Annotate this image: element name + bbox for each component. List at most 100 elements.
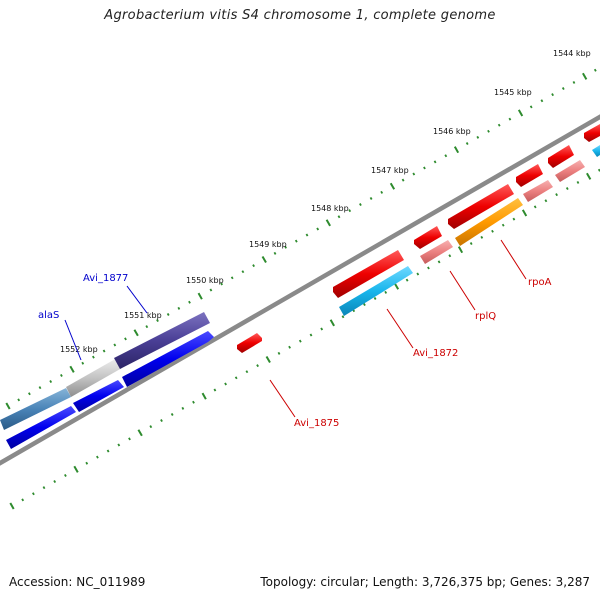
inner-tick-minor [53, 480, 57, 484]
gene-red-upper-5[interactable] [548, 145, 574, 168]
inner-tick-minor [363, 303, 366, 307]
outer-tick-minor [230, 276, 234, 280]
label-avi-1872[interactable]: Avi_1872 [413, 348, 458, 359]
inner-tick-minor [565, 187, 569, 191]
genome-backbone [0, 114, 600, 466]
outer-tick-minor [401, 178, 405, 182]
outer-tick-minor [177, 306, 181, 310]
gene-blue-inner-1[interactable] [6, 406, 76, 449]
inner-tick-minor [373, 296, 377, 300]
gene-silver[interactable] [66, 358, 122, 397]
outer-tick-minor [497, 123, 501, 127]
outer-tick-minor [124, 337, 127, 341]
gene-avi-1872[interactable] [339, 266, 413, 316]
outer-tick-minor [444, 154, 448, 158]
gene-red-upper-6[interactable] [584, 124, 600, 142]
inner-tick-minor [320, 327, 324, 331]
inner-tick-minor [480, 235, 484, 239]
gene-rpoa[interactable] [455, 198, 523, 246]
label-rplq[interactable]: rplQ [475, 311, 496, 322]
scale-label-1545: 1545 kbp [494, 88, 532, 97]
inner-tick-minor [213, 388, 217, 392]
outer-tick-minor [348, 209, 352, 213]
gene-red-upper-2[interactable] [414, 226, 442, 249]
inner-tick-minor [181, 406, 185, 410]
gene-alas[interactable] [0, 388, 71, 430]
inner-tick-minor [128, 437, 131, 441]
gene-pink-inner-2[interactable] [523, 180, 553, 202]
gene-cyan-inner-2[interactable] [592, 145, 600, 157]
summary-text: Topology: circular; Length: 3,726,375 bp… [260, 575, 590, 589]
inner-tick-minor [576, 180, 580, 184]
outer-tick-minor [145, 325, 149, 329]
gene-red-upper-4[interactable] [516, 164, 543, 187]
outer-tick-minor [38, 386, 42, 390]
inner-tick-minor [277, 351, 281, 355]
outer-tick-minor [337, 215, 341, 219]
inner-tick-minor [224, 382, 227, 386]
inner-tick-minor [149, 425, 153, 429]
outer-tick-minor [359, 203, 362, 207]
inner-tick-minor [544, 199, 548, 203]
leader-alas [64, 319, 82, 361]
inner-tick-major [586, 172, 592, 180]
gene-blue-inner-3[interactable] [122, 331, 214, 387]
gene-avi-1877[interactable] [114, 312, 210, 369]
outer-tick-major [582, 72, 588, 80]
outer-tick-minor [102, 349, 106, 353]
outer-tick-minor [540, 99, 544, 103]
outer-tick-minor [305, 233, 309, 237]
inner-tick-minor [533, 205, 537, 209]
inner-tick-major [393, 282, 400, 290]
inner-tick-minor [160, 419, 163, 423]
inner-tick-minor [555, 193, 558, 197]
label-rpoa[interactable]: rpoA [528, 277, 552, 288]
outer-tick-minor [487, 129, 490, 133]
gene-red-upper-1[interactable] [333, 250, 404, 298]
outer-tick-minor [529, 105, 533, 109]
inner-tick-minor [42, 486, 46, 490]
inner-scale-ticks [9, 168, 600, 510]
outer-tick-minor [273, 251, 277, 255]
gene-avi-1875[interactable] [237, 333, 262, 353]
outer-tick-minor [113, 343, 117, 347]
gene-red-upper-3[interactable] [448, 184, 514, 229]
inner-tick-minor [416, 272, 420, 276]
outer-tick-minor [572, 80, 576, 84]
inner-tick-major [457, 246, 464, 254]
scale-label-1551: 1551 kbp [124, 311, 162, 320]
outer-tick-major [325, 219, 331, 227]
gene-pink-inner-3[interactable] [555, 160, 585, 182]
outer-tick-major [389, 182, 396, 190]
inner-tick-major [9, 502, 15, 510]
inner-tick-minor [512, 217, 516, 221]
outer-tick-major [453, 146, 460, 154]
gene-blue-inner-2[interactable] [73, 380, 124, 412]
label-avi-1875[interactable]: Avi_1875 [294, 418, 339, 429]
outer-tick-major [197, 292, 203, 300]
scale-label-1552: 1552 kbp [60, 345, 98, 354]
outer-tick-minor [294, 239, 298, 243]
accession-text: Accession: NC_011989 [9, 575, 146, 589]
inner-tick-minor [85, 461, 89, 465]
outer-tick-major [133, 329, 139, 337]
outer-tick-minor [412, 172, 416, 176]
inner-tick-minor [469, 242, 473, 246]
outer-tick-minor [252, 264, 255, 268]
inner-tick-major [265, 355, 271, 364]
inner-tick-major [73, 465, 79, 473]
outer-tick-minor [561, 87, 565, 91]
inner-tick-minor [491, 229, 494, 233]
gene-rplq[interactable] [420, 240, 453, 264]
outer-tick-minor [17, 398, 21, 402]
outer-tick-minor [241, 270, 245, 274]
label-avi-1877[interactable]: Avi_1877 [83, 273, 128, 284]
inner-tick-minor [170, 412, 174, 416]
outer-tick-minor [28, 392, 31, 396]
outer-tick-major [517, 109, 524, 117]
leader-avi-1872 [386, 308, 414, 349]
inner-tick-minor [501, 223, 505, 227]
label-alas[interactable]: alaS [38, 310, 59, 321]
outer-tick-minor [156, 319, 159, 323]
